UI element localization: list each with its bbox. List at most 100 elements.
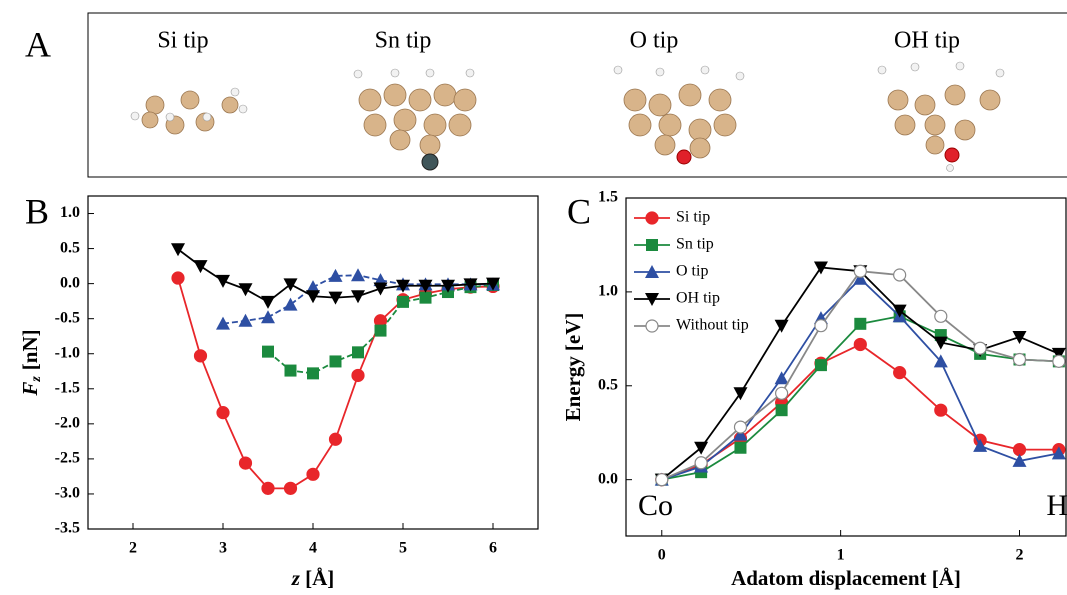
y-tick-label: 1.0: [598, 283, 618, 300]
marker: [935, 404, 947, 416]
label-part: Adatom displacement: [731, 566, 926, 590]
x-tick-label: 6: [489, 540, 497, 557]
legend-marker: [646, 320, 658, 332]
series-line: [662, 267, 1059, 479]
x-tick-label: 3: [219, 540, 227, 557]
panel-label: C: [567, 191, 591, 231]
marker: [1013, 444, 1025, 456]
annotation: Co: [638, 489, 673, 522]
x-tick-label: 0: [658, 547, 666, 564]
marker: [284, 298, 298, 311]
series-line: [662, 279, 1059, 480]
legend-label: OH tip: [676, 290, 720, 307]
marker: [695, 457, 707, 469]
marker: [1013, 353, 1025, 365]
y-axis-label: Fz[nN]: [18, 329, 44, 396]
marker: [261, 296, 275, 309]
marker: [397, 296, 409, 308]
marker: [330, 355, 342, 367]
oh-cluster: [878, 62, 1004, 172]
x-tick-label: 2: [129, 540, 137, 557]
sn-cluster: [354, 69, 476, 170]
label-part: [nN]: [18, 329, 42, 370]
marker: [733, 387, 747, 400]
y-tick-label: 1.0: [60, 204, 80, 221]
annotation: H: [1046, 489, 1067, 522]
legend-label: Sn tip: [676, 236, 714, 253]
o-cluster: [614, 66, 744, 164]
marker: [854, 265, 866, 277]
marker: [261, 310, 275, 323]
marker: [974, 342, 986, 354]
marker: [815, 359, 827, 371]
marker: [935, 310, 947, 322]
y-tick-label: -1.0: [55, 344, 80, 361]
label-part: [Å]: [305, 566, 334, 590]
marker: [815, 320, 827, 332]
marker: [330, 433, 342, 445]
tip-label: O tip: [630, 28, 679, 54]
marker: [285, 482, 297, 494]
legend-label: O tip: [676, 263, 708, 280]
y-tick-label: -1.5: [55, 379, 80, 396]
y-tick-label: 0.5: [60, 239, 80, 256]
marker: [854, 318, 866, 330]
label-part: [Å]: [932, 566, 961, 590]
y-tick-label: -3.5: [55, 520, 80, 537]
y-tick-label: 0.0: [598, 470, 618, 487]
figure: A Si tipSn t: [0, 0, 1067, 595]
marker: [217, 407, 229, 419]
x-axis-label: Adatom displacement [Å]: [731, 566, 961, 590]
x-axis-label: z [Å]: [291, 566, 335, 590]
marker: [194, 260, 208, 273]
marker: [240, 457, 252, 469]
y-tick-label: -2.5: [55, 450, 80, 467]
y-tick-label: 1.5: [598, 189, 618, 206]
marker: [262, 482, 274, 494]
x-tick-label: 2: [1015, 547, 1023, 564]
legend-marker: [646, 239, 658, 251]
marker: [262, 346, 274, 358]
tip-label: OH tip: [894, 28, 960, 54]
marker: [420, 292, 432, 304]
marker: [216, 275, 230, 288]
marker: [734, 442, 746, 454]
marker: [239, 283, 253, 296]
tip-label: Si tip: [157, 28, 208, 54]
marker: [351, 268, 365, 281]
marker: [776, 404, 788, 416]
label-part: F: [18, 382, 42, 397]
marker: [171, 243, 185, 256]
label-part: Energy: [561, 356, 585, 422]
marker: [352, 369, 364, 381]
marker: [172, 272, 184, 284]
marker: [894, 269, 906, 281]
y-tick-label: 0.0: [60, 274, 80, 291]
marker: [374, 283, 388, 296]
marker: [1053, 355, 1065, 367]
y-tick-label: -3.0: [55, 485, 80, 502]
legend-label: Si tip: [676, 209, 710, 226]
y-tick-label: -0.5: [55, 309, 80, 326]
label-part: z: [291, 566, 301, 590]
y-tick-label: 0.5: [598, 376, 618, 393]
marker: [1012, 331, 1026, 344]
marker: [656, 474, 668, 486]
panel-label: A: [25, 24, 51, 64]
series-line: [662, 271, 1059, 479]
marker: [854, 338, 866, 350]
legend-marker: [646, 212, 658, 224]
x-tick-label: 4: [309, 540, 317, 557]
marker: [307, 468, 319, 480]
marker: [195, 350, 207, 362]
series-line: [178, 278, 493, 488]
marker: [894, 367, 906, 379]
label-part: [eV]: [561, 313, 585, 351]
marker: [352, 346, 364, 358]
marker: [775, 371, 789, 384]
marker: [307, 367, 319, 379]
x-tick-label: 1: [837, 547, 845, 564]
panel-label: B: [25, 191, 49, 231]
marker: [776, 387, 788, 399]
si-cluster: [131, 88, 247, 134]
